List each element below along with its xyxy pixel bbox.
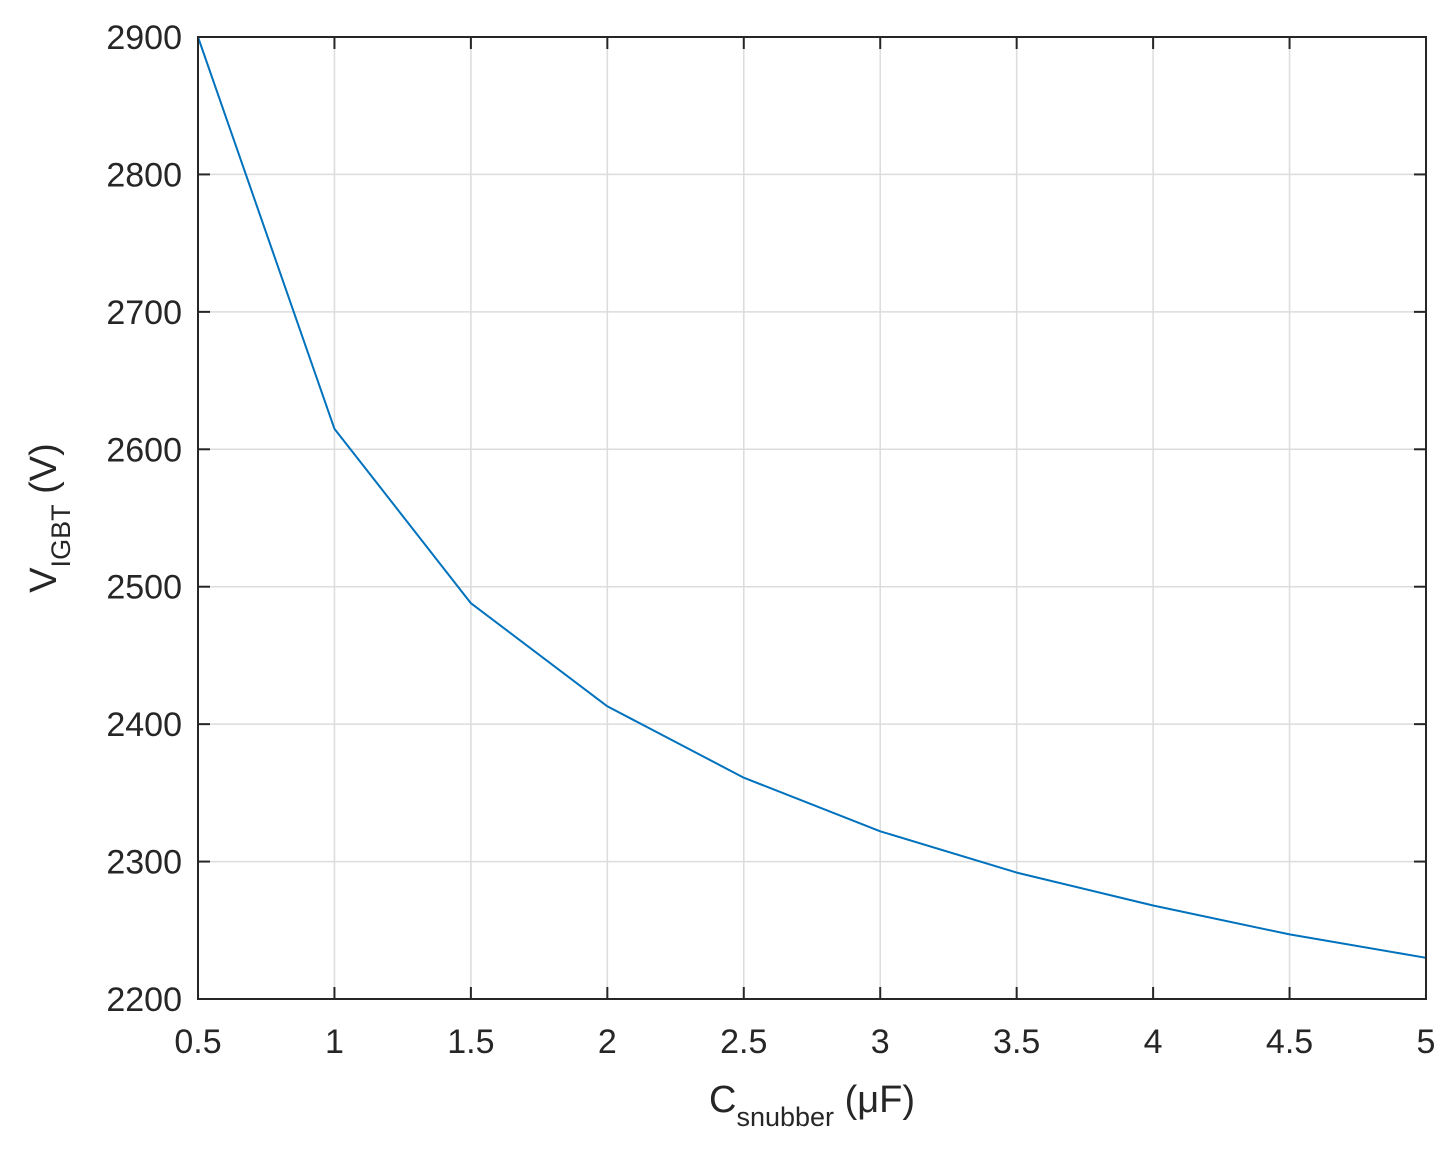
series-line	[197, 36, 1427, 959]
x-tick-label: 4	[1144, 1023, 1163, 1061]
x-tick-label: 1	[325, 1023, 344, 1061]
y-tick-label: 2500	[106, 569, 182, 607]
axes-box	[197, 36, 1427, 1000]
data-point	[1289, 933, 1291, 935]
x-axis-label: Csnubber (μF)	[709, 1079, 915, 1132]
data-point	[1152, 905, 1154, 907]
data-point	[743, 777, 745, 779]
series-layer	[197, 36, 1427, 959]
x-tick-label: 4.5	[1266, 1023, 1313, 1061]
y-tick-label: 2600	[106, 431, 182, 469]
x-tick-label: 5	[1417, 1023, 1436, 1061]
tick-marks	[197, 36, 1427, 1000]
x-tick-label: 2.5	[720, 1023, 767, 1061]
x-tick-label: 1.5	[447, 1023, 494, 1061]
y-tick-label: 2900	[106, 19, 182, 57]
data-point	[333, 428, 335, 430]
y-tick-labels: 2200 2300 2400 2500 2600 2700 2800 2900	[106, 19, 182, 1019]
x-tick-labels: 0.5 1 1.5 2 2.5 3 3.5 4 4.5 5	[174, 1023, 1435, 1061]
data-point	[879, 830, 881, 832]
x-tick-label: 2	[598, 1023, 617, 1061]
data-point	[1016, 872, 1018, 874]
y-tick-label: 2200	[106, 981, 182, 1019]
x-tick-label: 0.5	[174, 1023, 221, 1061]
x-tick-label: 3.5	[993, 1023, 1040, 1061]
y-axis-label: VIGBT (V)	[23, 443, 76, 593]
y-tick-label: 2400	[106, 706, 182, 744]
x-tick-label: 3	[871, 1023, 890, 1061]
data-point	[470, 602, 472, 604]
plot-background	[198, 37, 1426, 999]
y-tick-label: 2300	[106, 844, 182, 882]
y-tick-label: 2800	[106, 156, 182, 194]
y-tick-label: 2700	[106, 294, 182, 332]
data-point	[606, 705, 608, 707]
